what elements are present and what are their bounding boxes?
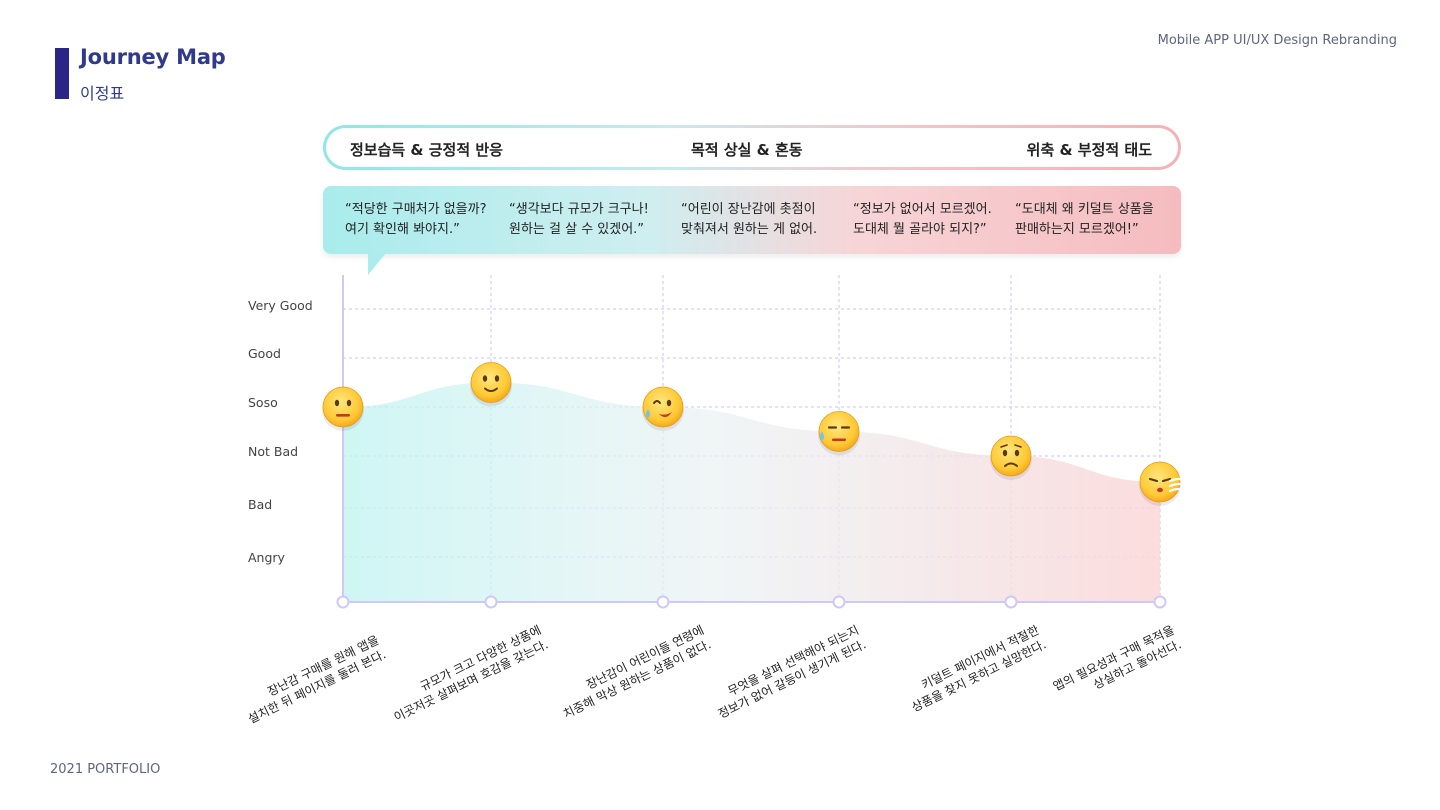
smiling-face-icon [470,362,512,407]
title-accent-bar [55,48,69,99]
quote-1-line2: 여기 확인해 봐야지.” [345,222,460,237]
emoji-mouth [484,387,498,392]
quote-bubble [323,186,1181,254]
y-label-bad: Bad [248,497,273,512]
emoji-mouth [1157,487,1163,493]
y-label-soso: Soso [248,395,278,410]
emoji-mouth [1000,444,1008,448]
emoji-breath [1168,487,1188,493]
emoji-face [990,435,1032,477]
sentiment-area [343,382,1160,602]
quote-2-line1: “생각보다 규모가 크구나! [509,202,649,217]
emoji-mouth [1161,477,1172,483]
emoji-eye [346,399,352,407]
axis-node [336,595,350,609]
emoji-eye [494,375,500,382]
sweat-smile-face-icon [642,386,684,431]
axis-node [656,595,670,609]
emoji-eye [666,399,672,407]
emoji-eye [334,399,340,407]
emoji-mouth [1148,477,1159,483]
emoji-face [1139,461,1181,503]
downcast-sweat-face-icon [818,411,860,456]
quote-bubble-tail [368,253,386,275]
y-label-good: Good [248,346,281,361]
emoji-mouth [659,412,672,418]
quote-4-line1: “정보가 없어서 모르겠어. [853,202,992,217]
emoji-mouth [653,400,661,404]
quote-1: “적당한 구매처가 없을까? 여기 확인해 봐야지.” [345,200,487,240]
phase-bar: 정보습득 & 긍정적 반응 목적 상실 & 혼동 위축 & 부정적 태도 [323,125,1181,170]
emoji-sweat [646,409,650,418]
emoji-face [322,386,364,428]
quote-4: “정보가 없어서 모르겠어. 도대체 뭘 골라야 되지?” [853,200,992,240]
quote-3: “어린이 장난감에 촛점이 맞춰져서 원하는 게 없어. [681,200,817,240]
quote-2: “생각보다 규모가 크구나! 원하는 걸 살 수 있겠어.” [509,200,649,240]
worried-face-icon [990,435,1032,480]
phase-label-1: 정보습득 & 긍정적 반응 [350,141,503,159]
emoji-breath [1168,477,1188,483]
page-subtitle: 이정표 [80,84,125,103]
quote-3-line1: “어린이 장난감에 촛점이 [681,202,816,217]
quote-1-line1: “적당한 구매처가 없을까? [345,202,487,217]
y-label-angry: Angry [248,550,285,565]
quote-3-line2: 맞춰져서 원하는 게 없어. [681,222,818,237]
footer-text: 2021 PORTFOLIO [50,762,161,777]
axis-node [1153,595,1167,609]
emoji-sweat [820,431,824,441]
quote-4-line2: 도대체 뭘 골라야 되지?” [853,222,987,237]
project-name: Mobile APP UI/UX Design Rebranding [1157,33,1397,48]
emoji-mouth [832,438,846,442]
axis-node [484,595,498,609]
emoji-face [818,411,860,452]
emoji-eye [482,375,488,382]
emoji-mouth [336,414,350,417]
quote-5: “도대체 왜 키덜트 상품을 판매하는지 모르겠어!” [1015,200,1154,240]
y-label-not-bad: Not Bad [248,444,299,459]
emoji-face [470,362,512,403]
phase-label-3: 위축 & 부정적 태도 [1026,141,1152,159]
phase-label-2: 목적 상실 & 혼동 [691,141,803,159]
quote-2-line2: 원하는 걸 살 수 있겠어.” [509,222,645,237]
emoji-mouth [1004,462,1018,467]
page-title: Journey Map [80,45,226,69]
quote-5-line1: “도대체 왜 키덜트 상품을 [1015,202,1154,217]
emoji-breath [1168,482,1188,488]
neutral-face-icon [322,386,364,431]
axis-node [1004,595,1018,609]
emoji-eye [1014,449,1020,457]
emoji-eye [1002,449,1008,457]
quote-5-line2: 판매하는지 모르겠어!” [1015,222,1139,237]
sighing-face-icon [1139,461,1188,506]
y-label-very-good: Very Good [248,298,313,313]
emoji-mouth [1014,444,1022,448]
axis-node [832,595,846,609]
emoji-face [642,386,684,428]
